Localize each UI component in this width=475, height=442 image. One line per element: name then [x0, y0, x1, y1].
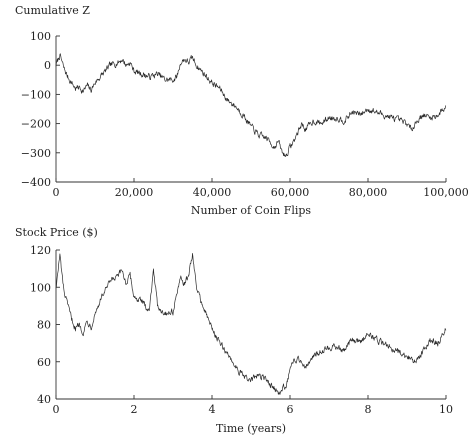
cumz-y-tick-label: −300	[21, 147, 51, 160]
stock-y-tick-label: 40	[37, 393, 51, 406]
cumz-y-tick-label: −100	[21, 88, 51, 101]
stock-price-chart: Stock Price ($) 40 60 80 100 120 0 2 4 6 8 10 Time (…	[15, 226, 453, 435]
stock-series-line	[55, 253, 447, 395]
cumz-x-tick-label: 0	[53, 186, 60, 199]
cumz-series-line	[55, 53, 447, 157]
cumz-y-tick-label: −400	[21, 176, 51, 189]
stock-x-tick-label: 0	[53, 403, 60, 416]
cumz-x-tick-label: 100,000	[423, 186, 469, 199]
stock-y-tick-label: 120	[30, 244, 51, 257]
cumz-x-axis-label: Number of Coin Flips	[191, 204, 311, 217]
stock-title: Stock Price ($)	[15, 226, 98, 239]
stock-x-tick-label: 2	[131, 403, 138, 416]
stock-y-tick-label: 60	[37, 356, 51, 369]
stock-x-axis-label: Time (years)	[216, 422, 286, 435]
cumz-y-tick-label: 0	[44, 59, 51, 72]
stock-x-tick-label: 10	[439, 403, 453, 416]
cumz-title: Cumulative Z	[15, 4, 90, 17]
cumz-x-tick-label: 20,000	[115, 186, 154, 199]
cumulative-z-chart: Cumulative Z −400 −300 −200 −100 0 100 0 20,000 4…	[15, 4, 469, 217]
stock-y-tick-label: 100	[30, 281, 51, 294]
cumz-x-tick-label: 60,000	[271, 186, 310, 199]
cumz-y-tick-label: −200	[21, 118, 51, 131]
stock-x-tick-label: 6	[287, 403, 294, 416]
stock-x-tick-label: 8	[365, 403, 372, 416]
cumz-x-tick-label: 40,000	[193, 186, 232, 199]
cumz-x-tick-label: 80,000	[349, 186, 388, 199]
cumz-y-tick-label: 100	[30, 30, 51, 43]
stock-x-tick-label: 4	[209, 403, 216, 416]
stock-y-tick-label: 80	[37, 319, 51, 332]
